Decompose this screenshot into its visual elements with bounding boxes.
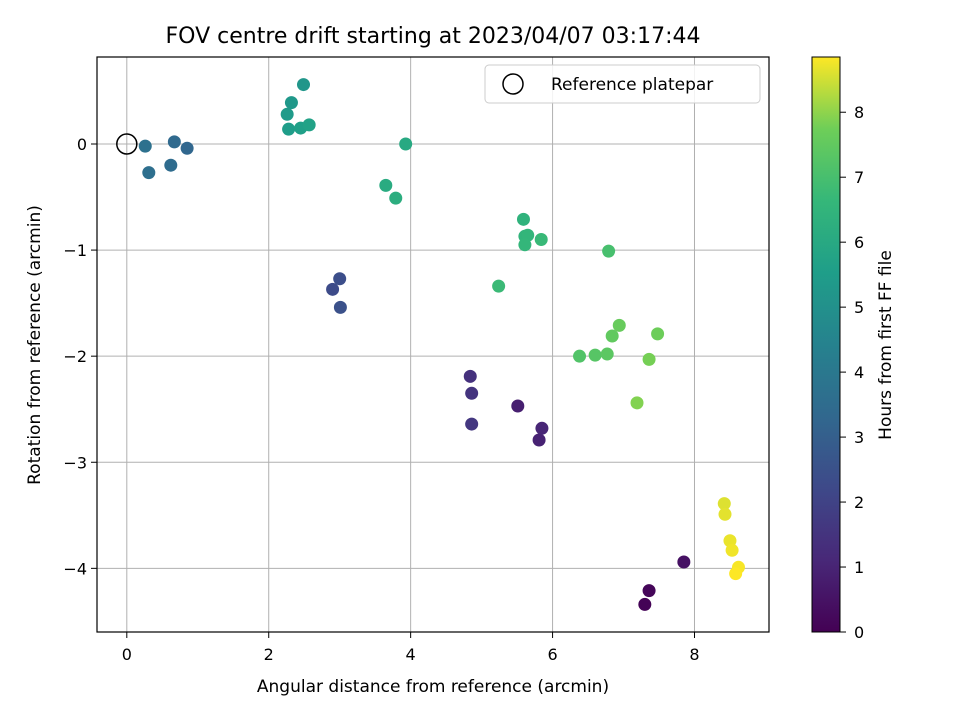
scatter-point [642, 352, 656, 366]
colorbar-tick-label: 7 [854, 168, 864, 187]
x-axis-label: Angular distance from reference (arcmin) [257, 677, 609, 697]
y-tick-label: −4 [63, 559, 87, 578]
scatter-point [379, 178, 393, 192]
scatter-point [600, 347, 614, 361]
scatter-point [532, 433, 546, 447]
scatter-point [588, 348, 602, 362]
x-tick-label: 8 [689, 645, 699, 664]
scatter-point [725, 543, 739, 557]
y-tick-label: −3 [63, 453, 87, 472]
y-axis-label: Rotation from reference (arcmin) [25, 205, 45, 485]
scatter-point [326, 282, 340, 296]
scatter-point [333, 300, 347, 314]
scatter-point [138, 139, 152, 153]
axis-ticks: 0 2 4 6 8 0 −1 −2 −3 −4 [63, 135, 699, 664]
scatter-point [142, 166, 156, 180]
scatter-point [511, 399, 525, 413]
scatter-point [280, 107, 294, 121]
scatter-point [284, 96, 298, 110]
scatter-point [492, 279, 506, 293]
x-tick-label: 4 [406, 645, 416, 664]
scatter-point [638, 597, 652, 611]
scatter-point [605, 329, 619, 343]
chart-title: FOV centre drift starting at 2023/04/07 … [166, 24, 701, 49]
legend-box [484, 64, 761, 104]
scatter-point [651, 327, 665, 341]
data-points [138, 78, 745, 611]
x-tick-label: 0 [122, 645, 132, 664]
colorbar-tick-label: 2 [854, 493, 864, 512]
colorbar-ticks: 0 1 2 3 4 5 6 7 8 [840, 103, 864, 642]
scatter-point [164, 158, 178, 172]
legend-label: Reference platepar [551, 75, 713, 95]
scatter-point [534, 232, 548, 246]
grid [97, 57, 769, 632]
colorbar-tick-label: 3 [854, 428, 864, 447]
colorbar-tick-label: 0 [854, 623, 864, 642]
colorbar-tick-label: 4 [854, 363, 864, 382]
reference-marker [116, 133, 138, 155]
y-tick-label: −2 [63, 347, 87, 366]
scatter-point [729, 567, 743, 581]
x-tick-label: 6 [547, 645, 557, 664]
scatter-point [718, 507, 732, 521]
x-tick-label: 2 [264, 645, 274, 664]
plot-area-frame [96, 56, 770, 633]
scatter-point [296, 78, 310, 92]
legend: Reference platepar [484, 64, 761, 104]
colorbar-tick-label: 1 [854, 558, 864, 577]
scatter-point [167, 135, 181, 149]
scatter-point [612, 318, 626, 332]
scatter-point [333, 272, 347, 286]
scatter-point [677, 555, 691, 569]
scatter-point [465, 386, 479, 400]
legend-marker [502, 73, 524, 95]
colorbar-label: Hours from first FF file [876, 250, 896, 440]
y-tick-label: −1 [63, 241, 87, 260]
scatter-point [535, 421, 549, 435]
scatter-point [630, 396, 644, 410]
scatter-point [463, 369, 477, 383]
scatter-point [516, 212, 530, 226]
scatter-point [602, 244, 616, 258]
colorbar-tick-label: 8 [854, 103, 864, 122]
scatter-point [389, 191, 403, 205]
scatter-point [573, 349, 587, 363]
scatter-point [302, 118, 316, 132]
scatter-point [518, 238, 532, 252]
scatter-point [399, 137, 413, 151]
scatter-point [717, 497, 731, 511]
scatter-point [180, 141, 194, 155]
colorbar-gradient [811, 56, 841, 633]
scatter-point [282, 122, 296, 136]
y-tick-label: 0 [77, 135, 87, 154]
colorbar-tick-label: 6 [854, 233, 864, 252]
scatter-point [642, 584, 656, 598]
scatter-point [465, 417, 479, 431]
colorbar-tick-label: 5 [854, 298, 864, 317]
colorbar: 0 1 2 3 4 5 6 7 8 Hours from first FF file [811, 56, 896, 642]
